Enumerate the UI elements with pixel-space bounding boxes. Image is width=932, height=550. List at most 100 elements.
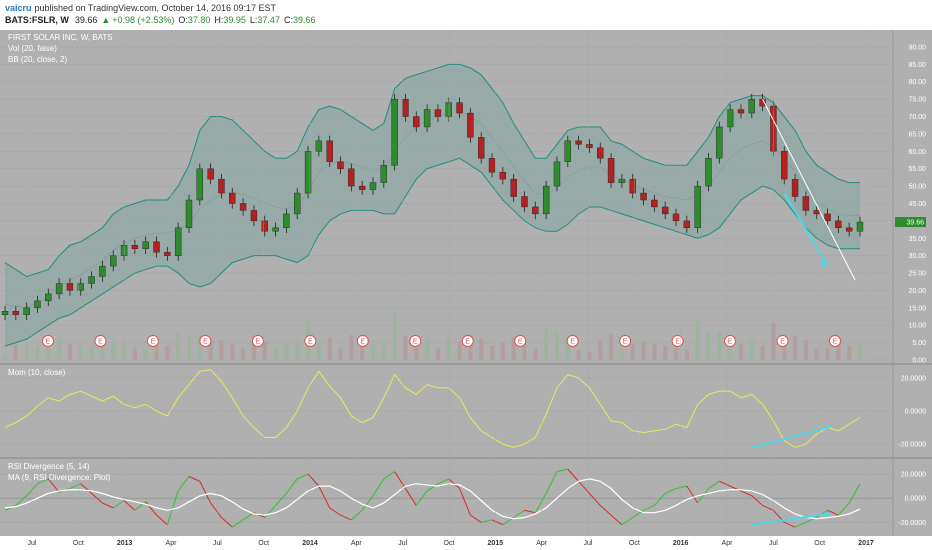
candle-body [326, 140, 333, 162]
bollinger-basis-line [4, 110, 860, 309]
symbol-line: BATS:FSLR, W 39.66 ▲ +0.98 (+2.53%) O:37.80 H… [5, 15, 315, 25]
earnings-marker-circle [251, 335, 264, 347]
earnings-marker[interactable]: E [146, 335, 159, 347]
price-y-tick-label: 85.00 [908, 62, 926, 69]
price-y-tick-label: 0.00 [912, 358, 926, 365]
earnings-marker[interactable]: E [566, 335, 579, 347]
rsi-segment [534, 493, 547, 513]
volume-bar [370, 345, 375, 360]
last-price-marker-label: 39.66 [906, 220, 924, 227]
candle-body [294, 192, 301, 215]
candle-body [781, 151, 788, 180]
volume-bar [197, 334, 202, 360]
candle-body [586, 144, 593, 149]
price-y-tick-label: 10.00 [908, 323, 926, 330]
candle-body [45, 293, 52, 302]
open-label: O: [178, 15, 188, 25]
x-tick-label: Oct [444, 540, 455, 547]
rsi-segment [459, 488, 471, 516]
rsi-segment [297, 473, 309, 480]
rsi-segment [653, 493, 666, 506]
candle-body [510, 178, 517, 197]
earnings-marker-label: E [360, 339, 365, 346]
author-link[interactable]: vaicru [5, 3, 32, 13]
earnings-marker[interactable]: E [724, 335, 737, 347]
rsi-segment [784, 521, 796, 528]
volume-bar [89, 347, 94, 360]
candle-body [229, 192, 236, 204]
rsi-segment [156, 514, 168, 526]
x-tick-label: Oct [73, 540, 84, 547]
earnings-marker[interactable]: E [42, 335, 54, 347]
volume-bar [414, 342, 419, 360]
price-y-tick-label: 30.00 [908, 253, 926, 260]
earnings-marker[interactable]: E [251, 335, 264, 347]
volume-bar [24, 344, 29, 360]
candle-body [185, 199, 193, 229]
candle-body [542, 185, 550, 215]
candle-body [315, 140, 323, 152]
rsi-segment [740, 490, 752, 497]
rsi-arrow-head [824, 512, 832, 518]
earnings-marker-circle [356, 335, 369, 347]
earnings-marker[interactable]: E [514, 335, 527, 347]
rsi-segment [102, 502, 114, 509]
rsi-segment [470, 514, 482, 523]
earnings-marker[interactable]: E [199, 335, 212, 347]
rsi-segment [372, 478, 385, 497]
volume-bar [425, 340, 430, 360]
earnings-marker[interactable]: E [829, 335, 841, 347]
candle-body [413, 116, 420, 128]
x-tick-label: 2013 [117, 540, 133, 547]
momentum-pane[interactable] [0, 369, 893, 449]
earnings-marker[interactable]: E [776, 335, 789, 347]
x-tick-label: Apr [536, 540, 548, 547]
close-value: 39.66 [293, 15, 316, 25]
earnings-marker-circle [199, 335, 212, 347]
last-price: 39.66 [75, 15, 98, 25]
price-y-tick-label: 25.00 [908, 271, 926, 278]
volume-bar [111, 340, 116, 360]
momentum-arrow-head [824, 424, 832, 430]
volume-bar [122, 342, 127, 360]
rsi-segment [719, 480, 731, 487]
volume-bar [609, 333, 614, 360]
earnings-marker[interactable]: E [356, 335, 369, 347]
earnings-marker[interactable]: E [409, 335, 422, 347]
candle-body [845, 227, 853, 232]
rsi-segment [318, 485, 331, 509]
rsi-segment [405, 488, 417, 506]
price-y-tick-label: 5.00 [912, 340, 926, 347]
rsi-segment [415, 490, 428, 506]
earnings-marker[interactable]: E [304, 335, 317, 347]
earnings-marker[interactable]: E [619, 335, 632, 347]
rsi-segment [762, 504, 774, 511]
earnings-marker[interactable]: E [461, 335, 474, 347]
candle-body [88, 276, 95, 284]
volume-bar [284, 343, 289, 360]
volume-bar [13, 344, 18, 360]
momentum-pane-title: Mom (10, close) [8, 368, 66, 377]
rsi-segment [567, 468, 579, 482]
candle-body [131, 245, 139, 249]
price-y-tick-label: 80.00 [908, 79, 926, 86]
volume-bar [273, 347, 278, 360]
candle-body [640, 192, 647, 201]
earnings-marker[interactable]: E [94, 335, 107, 347]
volume-bar [165, 345, 170, 360]
candle-body [737, 109, 745, 114]
rsi-pane[interactable] [0, 468, 893, 528]
candle-body [445, 102, 452, 117]
last-price-marker [895, 217, 926, 228]
x-tick-label: Apr [722, 540, 734, 547]
earnings-marker-label: E [413, 339, 418, 346]
candle-body [672, 213, 680, 222]
volume-bar [533, 348, 538, 360]
candle-body [174, 227, 182, 256]
volume-bar [262, 341, 267, 360]
earnings-marker[interactable]: E [671, 335, 684, 347]
candle-body [716, 126, 723, 159]
candle-body [521, 196, 528, 208]
